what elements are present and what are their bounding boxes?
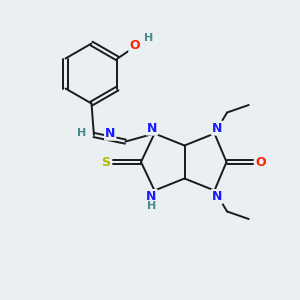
Text: S: S	[101, 155, 110, 169]
Text: N: N	[147, 122, 157, 135]
Text: H: H	[77, 128, 86, 139]
Text: N: N	[212, 190, 222, 203]
Text: N: N	[212, 122, 222, 135]
Text: N: N	[105, 127, 116, 140]
Text: H: H	[147, 201, 156, 211]
Text: N: N	[146, 190, 157, 203]
Text: O: O	[255, 155, 266, 169]
Text: H: H	[144, 33, 153, 43]
Text: O: O	[129, 39, 140, 52]
